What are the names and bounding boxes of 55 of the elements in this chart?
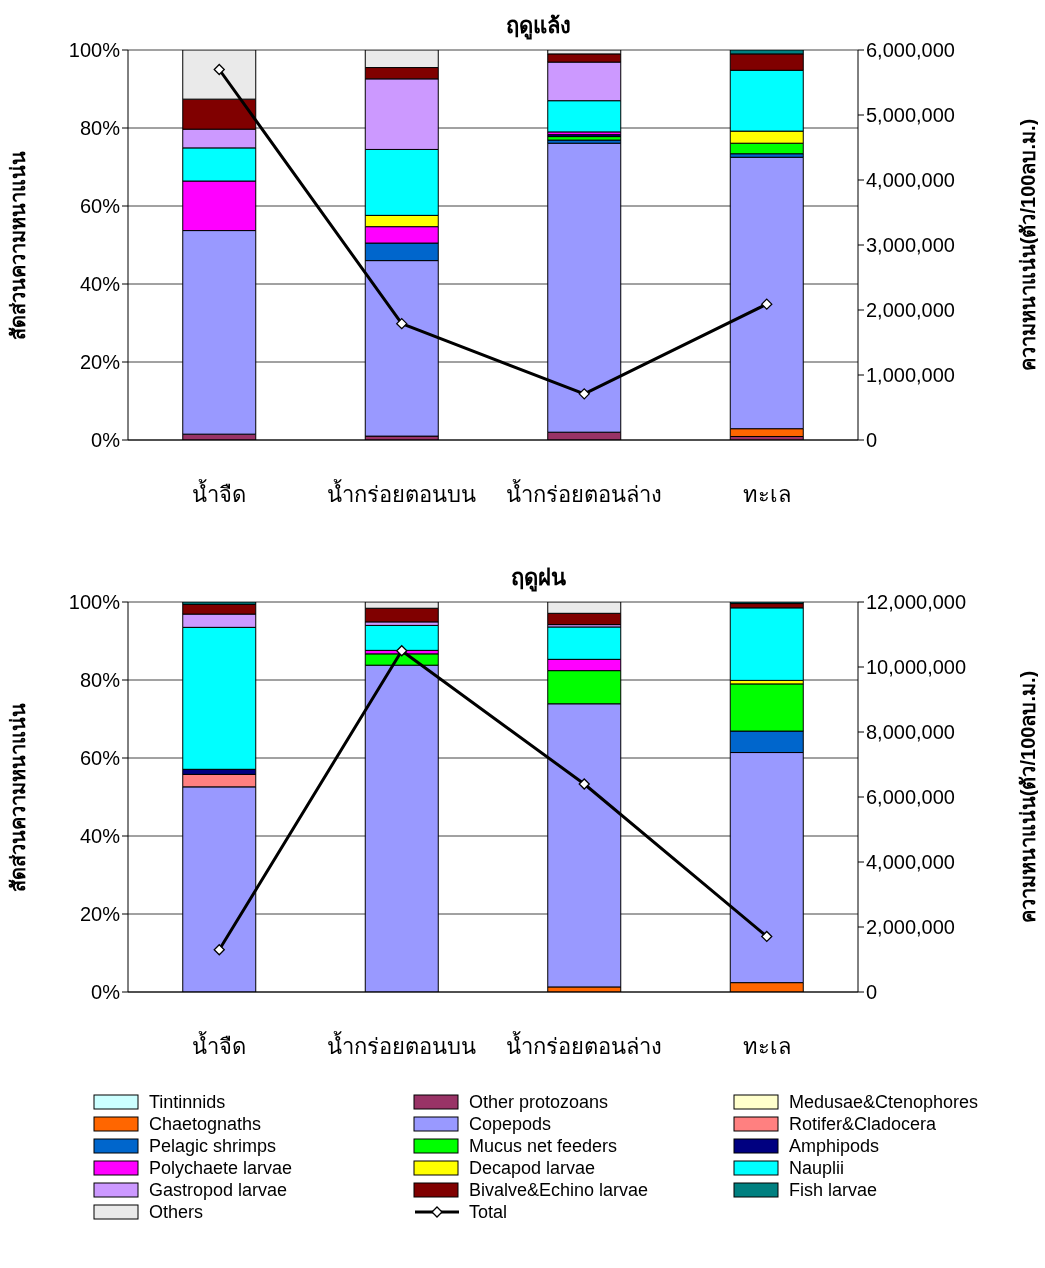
legend-label: Bivalve&Echino larvae bbox=[469, 1179, 649, 1201]
x-tick-label: น้ำจืด bbox=[192, 1030, 247, 1059]
y2-tick-label: 8,000,000 bbox=[866, 721, 955, 744]
y2-tick-label: 1,000,000 bbox=[866, 364, 955, 387]
legend-label: Gastropod larvae bbox=[149, 1179, 288, 1201]
y-tick-label: 40% bbox=[79, 825, 121, 848]
legend-label: Medusae&Ctenophores bbox=[789, 1091, 979, 1113]
legend-label: Chaetognaths bbox=[149, 1113, 262, 1135]
legend-label: Rotifer&Cladocera bbox=[789, 1113, 937, 1135]
y2-tick-label: 6,000,000 bbox=[866, 39, 955, 62]
legend-label: Pelagic shrimps bbox=[149, 1135, 277, 1157]
x-tick-label: ทะเล bbox=[742, 481, 791, 507]
legend-label: Amphipods bbox=[789, 1135, 880, 1157]
legend-label: Decapod larvae bbox=[469, 1157, 596, 1179]
legend-label: Other protozoans bbox=[469, 1091, 609, 1113]
y-tick-label: 60% bbox=[79, 747, 121, 770]
x-tick-label: น้ำกร่อยตอนบน bbox=[327, 1030, 477, 1059]
legend-label: Copepods bbox=[469, 1113, 552, 1135]
legend-label: Polychaete larvae bbox=[149, 1157, 293, 1179]
y-tick-label: 100% bbox=[68, 39, 121, 62]
y-axis-title: สัดส่วนความหนาแน่น bbox=[7, 150, 30, 340]
legend-label: Others bbox=[149, 1201, 204, 1223]
y-axis-title: สัดส่วนความหนาแน่น bbox=[7, 702, 30, 892]
y2-tick-label: 4,000,000 bbox=[866, 169, 955, 192]
y-tick-label: 20% bbox=[79, 351, 121, 374]
y-tick-label: 80% bbox=[79, 669, 121, 692]
x-tick-label: น้ำจืด bbox=[192, 478, 247, 507]
y-tick-label: 0% bbox=[91, 429, 121, 452]
y2-tick-label: 2,000,000 bbox=[866, 916, 955, 939]
y2-tick-label: 4,000,000 bbox=[866, 851, 955, 874]
chart-title: ฤดูฝน bbox=[509, 564, 567, 592]
y-tick-label: 100% bbox=[68, 591, 121, 614]
y2-tick-label: 0 bbox=[866, 429, 878, 452]
y2-tick-label: 3,000,000 bbox=[866, 234, 955, 257]
y-tick-label: 40% bbox=[79, 273, 121, 296]
legend-label: Nauplii bbox=[789, 1157, 845, 1179]
y-tick-label: 80% bbox=[79, 117, 121, 140]
y2-tick-label: 2,000,000 bbox=[866, 299, 955, 322]
chart-title: ฤดูแล้ง bbox=[504, 12, 572, 40]
y2-tick-label: 6,000,000 bbox=[866, 786, 955, 809]
x-tick-label: น้ำกร่อยตอนบน bbox=[327, 478, 477, 507]
y2-tick-label: 0 bbox=[866, 981, 878, 1004]
legend-label: Fish larvae bbox=[789, 1179, 878, 1201]
x-tick-label: ทะเล bbox=[742, 1033, 791, 1059]
y2-tick-label: 10,000,000 bbox=[866, 656, 967, 679]
y2-tick-label: 12,000,000 bbox=[866, 591, 967, 614]
x-tick-label: น้ำกร่อยตอนล่าง bbox=[506, 478, 663, 507]
y2-tick-label: 5,000,000 bbox=[866, 104, 955, 127]
legend-label: Tintinnids bbox=[149, 1091, 226, 1113]
y-tick-label: 20% bbox=[79, 903, 121, 926]
y-tick-label: 60% bbox=[79, 195, 121, 218]
legend-label: Total bbox=[469, 1201, 508, 1223]
x-tick-label: น้ำกร่อยตอนล่าง bbox=[506, 1030, 663, 1059]
y-tick-label: 0% bbox=[91, 981, 121, 1004]
legend-label: Mucus net feeders bbox=[469, 1135, 618, 1157]
